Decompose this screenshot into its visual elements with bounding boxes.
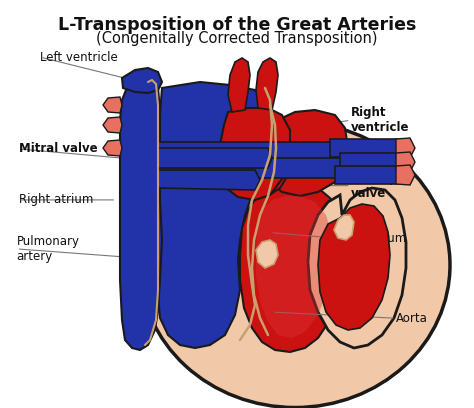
Polygon shape bbox=[256, 240, 278, 268]
Polygon shape bbox=[318, 204, 390, 330]
Polygon shape bbox=[218, 108, 290, 200]
Polygon shape bbox=[330, 139, 406, 157]
Polygon shape bbox=[256, 196, 332, 338]
Polygon shape bbox=[222, 112, 290, 198]
Text: Pulmonary
artery: Pulmonary artery bbox=[17, 235, 80, 263]
Polygon shape bbox=[228, 58, 250, 112]
Polygon shape bbox=[256, 58, 278, 110]
Polygon shape bbox=[396, 165, 415, 185]
Polygon shape bbox=[103, 117, 122, 133]
Text: Aorta: Aorta bbox=[396, 312, 428, 325]
Polygon shape bbox=[335, 166, 404, 184]
Polygon shape bbox=[122, 68, 162, 93]
Text: (Congenitally Corrected Transposition): (Congenitally Corrected Transposition) bbox=[96, 31, 378, 46]
Text: Right
ventricle: Right ventricle bbox=[351, 106, 409, 134]
Polygon shape bbox=[158, 148, 272, 168]
Polygon shape bbox=[396, 152, 415, 172]
Text: Mitral valve: Mitral valve bbox=[19, 142, 98, 155]
Polygon shape bbox=[158, 82, 272, 348]
Polygon shape bbox=[103, 97, 122, 113]
Polygon shape bbox=[103, 140, 122, 156]
Polygon shape bbox=[120, 78, 162, 350]
Text: L-Transposition of the Great Arteries: L-Transposition of the Great Arteries bbox=[58, 16, 416, 34]
Polygon shape bbox=[334, 215, 354, 240]
Text: Right atrium: Right atrium bbox=[19, 193, 93, 206]
Text: Tricuspid
valve: Tricuspid valve bbox=[351, 172, 410, 200]
Text: Left ventricle: Left ventricle bbox=[40, 51, 118, 64]
Ellipse shape bbox=[140, 122, 450, 408]
Text: Left atrium: Left atrium bbox=[341, 232, 407, 245]
Polygon shape bbox=[396, 138, 415, 158]
Polygon shape bbox=[340, 153, 411, 171]
Polygon shape bbox=[158, 170, 260, 190]
Polygon shape bbox=[264, 110, 348, 196]
Polygon shape bbox=[308, 188, 406, 348]
Polygon shape bbox=[158, 142, 368, 162]
Polygon shape bbox=[158, 158, 348, 178]
Polygon shape bbox=[240, 182, 345, 352]
